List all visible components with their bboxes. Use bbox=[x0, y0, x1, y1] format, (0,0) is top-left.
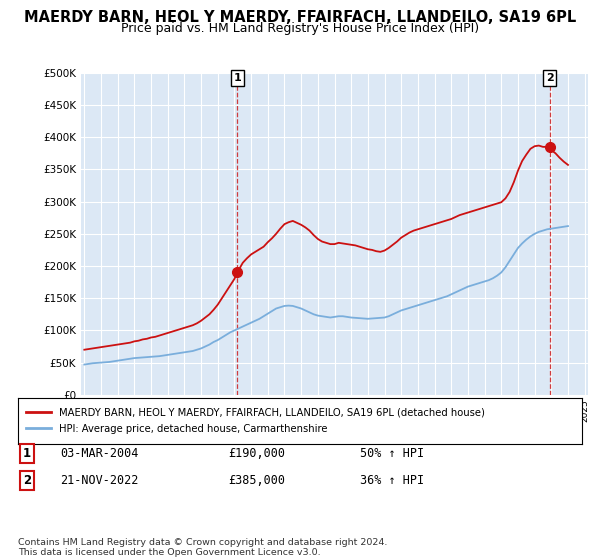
Text: £385,000: £385,000 bbox=[228, 474, 285, 487]
Text: Price paid vs. HM Land Registry's House Price Index (HPI): Price paid vs. HM Land Registry's House … bbox=[121, 22, 479, 35]
Text: 2: 2 bbox=[23, 474, 31, 487]
Text: £190,000: £190,000 bbox=[228, 447, 285, 460]
Legend: MAERDY BARN, HEOL Y MAERDY, FFAIRFACH, LLANDEILO, SA19 6PL (detached house), HPI: MAERDY BARN, HEOL Y MAERDY, FFAIRFACH, L… bbox=[26, 408, 485, 433]
Text: 03-MAR-2004: 03-MAR-2004 bbox=[60, 447, 139, 460]
Text: Contains HM Land Registry data © Crown copyright and database right 2024.
This d: Contains HM Land Registry data © Crown c… bbox=[18, 538, 388, 557]
Text: 1: 1 bbox=[23, 447, 31, 460]
Text: 21-NOV-2022: 21-NOV-2022 bbox=[60, 474, 139, 487]
Text: 2: 2 bbox=[546, 73, 554, 83]
Text: 36% ↑ HPI: 36% ↑ HPI bbox=[360, 474, 424, 487]
Text: 1: 1 bbox=[233, 73, 241, 83]
Text: MAERDY BARN, HEOL Y MAERDY, FFAIRFACH, LLANDEILO, SA19 6PL: MAERDY BARN, HEOL Y MAERDY, FFAIRFACH, L… bbox=[24, 10, 576, 25]
Text: 50% ↑ HPI: 50% ↑ HPI bbox=[360, 447, 424, 460]
